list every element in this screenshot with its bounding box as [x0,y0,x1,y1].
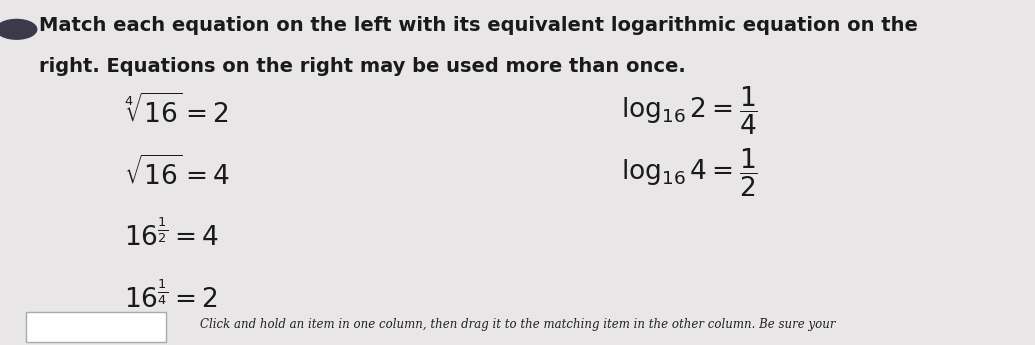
Text: $\log_{16} 2 = \dfrac{1}{4}$: $\log_{16} 2 = \dfrac{1}{4}$ [621,84,758,137]
Text: Click and hold an item in one column, then drag it to the matching item in the o: Click and hold an item in one column, th… [200,318,835,331]
Text: $\sqrt[4]{16} = 2$: $\sqrt[4]{16} = 2$ [124,93,229,128]
Text: $16^{\frac{1}{2}} = 4$: $16^{\frac{1}{2}} = 4$ [124,218,219,251]
Text: right. Equations on the right may be used more than once.: right. Equations on the right may be use… [39,57,686,76]
Text: $\sqrt{16} = 4$: $\sqrt{16} = 4$ [124,155,230,190]
Text: $\log_{16} 4 = \dfrac{1}{2}$: $\log_{16} 4 = \dfrac{1}{2}$ [621,146,758,199]
FancyBboxPatch shape [26,312,166,342]
Ellipse shape [0,19,37,39]
Text: Match each equation on the left with its equivalent logarithmic equation on the: Match each equation on the left with its… [39,16,918,34]
Text: $16^{\frac{1}{4}} = 2$: $16^{\frac{1}{4}} = 2$ [124,280,217,313]
